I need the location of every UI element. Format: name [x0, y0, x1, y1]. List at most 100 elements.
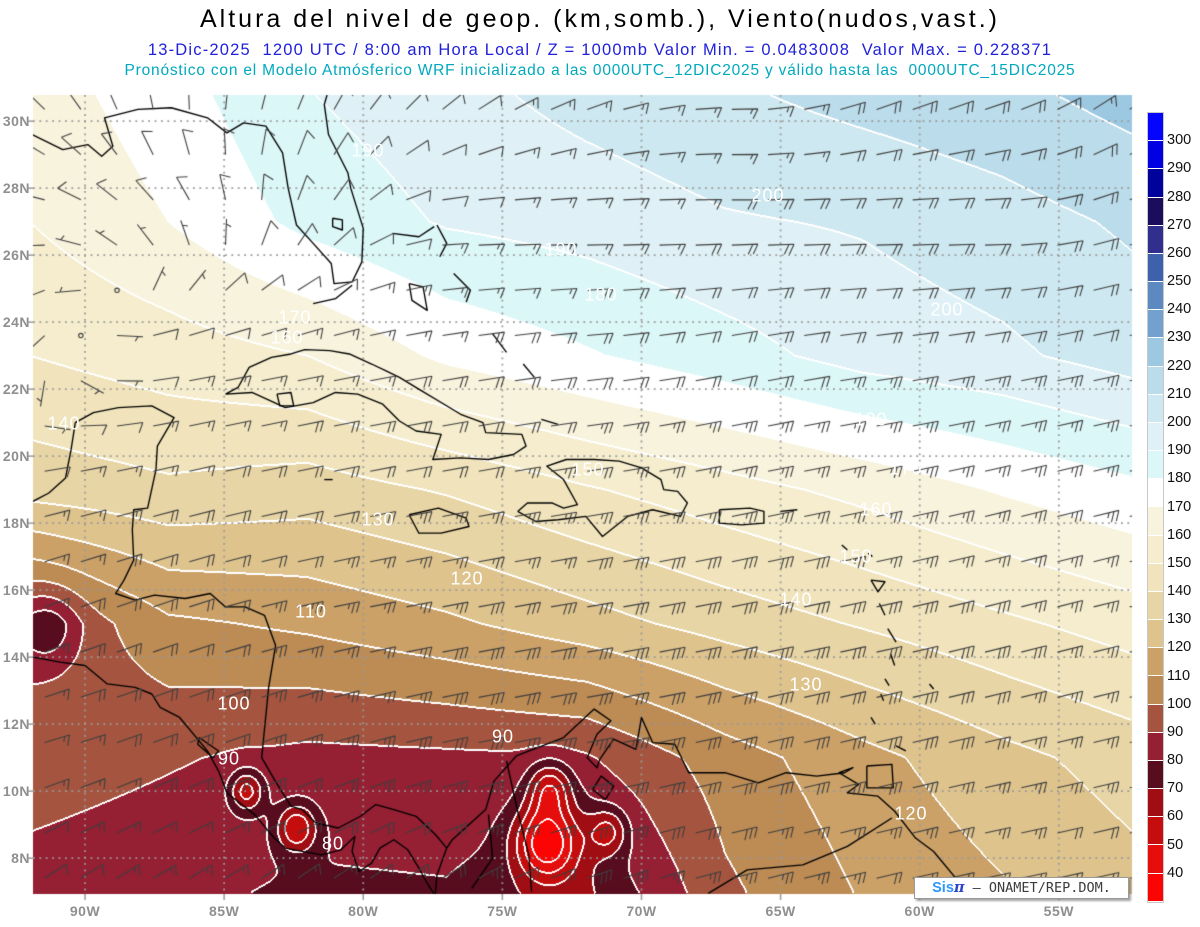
lat-tick-label: 28N	[2, 180, 30, 197]
contour-label: 90	[491, 726, 515, 747]
colorbar-block	[1148, 676, 1163, 705]
lon-tick-label: 90W	[69, 903, 101, 919]
colorbar-tick-label: 130	[1167, 611, 1192, 628]
colorbar-block	[1148, 873, 1163, 902]
contour-label: 90	[217, 748, 241, 769]
colorbar-block	[1148, 507, 1163, 536]
colorbar-block	[1148, 535, 1163, 564]
colorbar-block	[1148, 169, 1163, 198]
colorbar-block	[1148, 732, 1163, 761]
colorbar-tick-label: 60	[1167, 808, 1184, 825]
colorbar-tick-label: 160	[1167, 526, 1192, 543]
colorbar-tick-label: 80	[1167, 752, 1184, 769]
contour-label: 190	[351, 140, 385, 161]
contour-label: 130	[361, 509, 395, 530]
watermark-brand: Sis	[932, 880, 954, 896]
lat-tick-label: 14N	[2, 649, 30, 666]
colorbar-tick-label: 140	[1167, 583, 1192, 600]
colorbar-tick-label: 120	[1167, 639, 1192, 656]
colorbar-tick-label: 90	[1167, 723, 1184, 740]
subtitle-model-info: Pronóstico con el Modelo Atmósferico WRF…	[124, 62, 1076, 79]
contour-label: 120	[450, 568, 484, 589]
colorbar-block	[1148, 253, 1163, 283]
colorbar-tick-label: 100	[1167, 695, 1192, 712]
colorbar	[1147, 112, 1164, 903]
colorbar-block	[1148, 479, 1163, 508]
contour-label: 200	[751, 185, 785, 206]
colorbar-tick-label: 280	[1167, 188, 1192, 205]
contour-label: 80	[321, 833, 345, 854]
contour-label: 110	[295, 601, 327, 622]
watermark-separator: –	[964, 880, 989, 896]
lat-tick-label: 30N	[2, 113, 30, 130]
colorbar-block	[1148, 113, 1163, 142]
colorbar-block	[1148, 282, 1163, 311]
colorbar-tick-label: 200	[1167, 413, 1192, 430]
contour-label: 190	[544, 239, 578, 260]
colorbar-block	[1148, 394, 1163, 423]
contour-label: 160	[859, 499, 893, 520]
colorbar-tick-label: 220	[1167, 357, 1192, 374]
colorbar-tick-label: 230	[1167, 329, 1192, 346]
colorbar-tick-label: 290	[1167, 160, 1192, 177]
contour-label: 140	[779, 589, 813, 610]
lat-tick-label: 26N	[2, 247, 30, 264]
colorbar-tick-label: 180	[1167, 470, 1192, 487]
lat-tick-label: 22N	[2, 381, 30, 398]
contour-label: 180	[584, 284, 618, 305]
colorbar-tick-label: 190	[1167, 442, 1192, 459]
lat-tick-label: 16N	[2, 582, 30, 599]
lon-tick-label: 60W	[904, 903, 935, 919]
colorbar-tick-label: 50	[1167, 836, 1184, 853]
colorbar-block	[1148, 620, 1163, 649]
colorbar-block	[1148, 422, 1163, 452]
lat-tick-label: 24N	[2, 314, 30, 331]
colorbar-block	[1148, 310, 1163, 339]
contour-label: 130	[789, 674, 823, 695]
contour-label: 100	[217, 693, 251, 714]
lon-tick-label: 85W	[208, 903, 240, 919]
colorbar-block	[1148, 141, 1163, 170]
colorbar-block	[1148, 845, 1163, 874]
lat-tick-label: 20N	[2, 448, 30, 465]
contour-label: 180	[854, 409, 888, 430]
contour-label: 200	[930, 299, 964, 320]
colorbar-tick-label: 250	[1167, 273, 1192, 290]
contour-label: 150	[571, 459, 605, 480]
colorbar-block	[1148, 704, 1163, 733]
lon-tick-label: 55W	[1043, 903, 1074, 919]
pi-icon: π	[953, 879, 965, 896]
colorbar-tick-label: 260	[1167, 244, 1192, 261]
colorbar-tick-label: 40	[1167, 864, 1184, 881]
colorbar-block	[1148, 648, 1163, 677]
colorbar-block	[1148, 563, 1163, 592]
colorbar-tick-label: 150	[1167, 554, 1192, 571]
colorbar-block	[1148, 338, 1163, 367]
colorbar-tick-label: 240	[1167, 301, 1192, 318]
colorbar-block	[1148, 197, 1163, 226]
colorbar-block	[1148, 817, 1163, 846]
contour-label: 120	[894, 803, 928, 824]
watermark-org: ONAMET/REP.DOM.	[988, 880, 1111, 896]
colorbar-tick-label: 300	[1167, 132, 1192, 149]
lat-tick-label: 12N	[2, 716, 30, 733]
lon-tick-label: 80W	[348, 903, 379, 919]
colorbar-tick-label: 170	[1167, 498, 1192, 515]
colorbar-tick-label: 70	[1167, 780, 1184, 797]
contour-label: 140	[47, 413, 81, 434]
contour-label: 150	[839, 546, 873, 567]
contour-label: 170	[889, 458, 923, 479]
contour-label: 160	[270, 327, 304, 348]
lat-tick-label: 10N	[2, 783, 30, 800]
lat-tick-label: 8N	[11, 850, 30, 867]
contour-label: 170	[278, 307, 312, 328]
colorbar-block	[1148, 591, 1163, 621]
lon-tick-label: 70W	[626, 903, 657, 919]
lat-tick-label: 18N	[2, 515, 30, 532]
colorbar-tick-label: 270	[1167, 216, 1192, 233]
colorbar-block	[1148, 789, 1163, 818]
lon-tick-label: 75W	[487, 903, 518, 919]
watermark: Sisπ – ONAMET/REP.DOM.	[914, 877, 1129, 899]
